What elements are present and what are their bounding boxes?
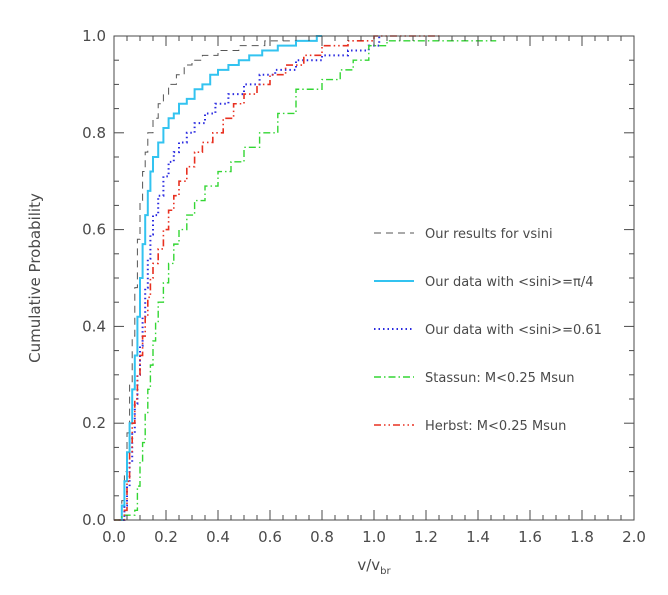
x-axis-label-main: v/v — [357, 556, 380, 574]
legend-label-1: Our results for vsini — [425, 227, 553, 242]
x-tick-label: 2.0 — [622, 528, 646, 546]
series-line-1 — [114, 35, 322, 521]
x-tick-label: 1.4 — [466, 528, 490, 546]
series-line-4 — [114, 40, 497, 521]
x-tick-label: 1.2 — [414, 528, 438, 546]
x-tick-label: 1.0 — [362, 528, 386, 546]
x-tick-label: 1.8 — [570, 528, 594, 546]
x-axis-label: v/vbr — [357, 556, 391, 577]
legend: Our results for vsini Our data with <sini… — [374, 227, 602, 434]
tick-labels: 0.0 0.2 0.4 0.6 0.8 1.0 1.2 1.4 1.6 1.8 2.0 0.0 0.2 0… — [82, 27, 646, 546]
y-tick-label: 0.6 — [82, 221, 106, 239]
x-tick-label: 0.2 — [154, 528, 178, 546]
x-tick-label: 0.8 — [310, 528, 334, 546]
series-line-5 — [114, 35, 442, 521]
series-line-2 — [114, 35, 322, 521]
y-tick-label: 0.0 — [82, 511, 106, 529]
y-axis-label: Cumulative Probability — [26, 193, 44, 363]
legend-label-2: Our data with <sini>=π/4 — [425, 275, 593, 290]
legend-label-3: Our data with <sini>=0.61 — [425, 323, 602, 338]
legend-label-4: Stassun: M<0.25 Msun — [425, 371, 575, 386]
x-tick-label: 0.0 — [102, 528, 126, 546]
y-tick-label: 1.0 — [82, 27, 106, 45]
x-tick-label: 1.6 — [518, 528, 542, 546]
series-layer — [114, 35, 497, 521]
y-tick-label: 0.4 — [82, 317, 106, 335]
y-tick-label: 0.2 — [82, 414, 106, 432]
x-axis-label-subscript: br — [380, 566, 391, 577]
ticks-layer — [113, 35, 635, 521]
x-tick-label: 0.6 — [258, 528, 282, 546]
x-tick-label: 0.4 — [206, 528, 230, 546]
legend-label-5: Herbst: M<0.25 Msun — [425, 419, 566, 434]
y-tick-label: 0.8 — [82, 124, 106, 142]
